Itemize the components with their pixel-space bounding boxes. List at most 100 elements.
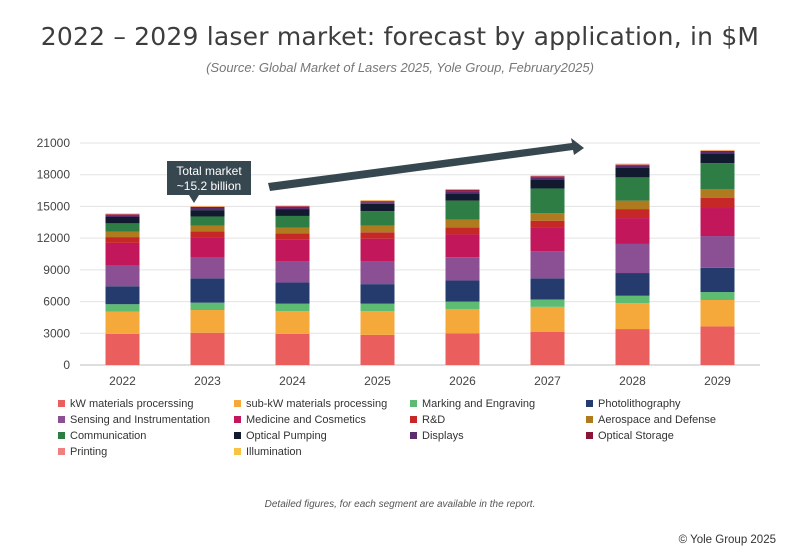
bar-segment xyxy=(445,234,480,258)
bar-segment xyxy=(615,167,650,178)
bar-segment xyxy=(360,311,395,335)
x-tick-label: 2028 xyxy=(619,374,646,388)
bar-segment xyxy=(105,311,140,334)
legend-item: Communication xyxy=(58,428,234,443)
legend-label: Illumination xyxy=(246,445,302,458)
bar-segment xyxy=(190,231,225,238)
bar-segment xyxy=(700,163,735,189)
bar-segment xyxy=(445,257,480,281)
bar-segment xyxy=(615,209,650,219)
y-tick-label: 0 xyxy=(63,358,70,372)
legend-label: sub-kW materials processing xyxy=(246,397,388,410)
bar-segment xyxy=(105,214,140,216)
legend-swatch xyxy=(58,416,65,423)
bar-segment xyxy=(445,219,480,228)
legend-swatch xyxy=(234,448,241,455)
bar-segment xyxy=(190,210,225,217)
x-tick-label: 2025 xyxy=(364,374,391,388)
bar-segment xyxy=(360,202,395,204)
bar-segment xyxy=(530,220,565,228)
bar-segment xyxy=(105,217,140,224)
bar-segment xyxy=(530,278,565,300)
bar-segment xyxy=(700,149,735,151)
legend-label: Optical Pumping xyxy=(246,429,327,442)
legend-label: R&D xyxy=(422,413,446,426)
y-tick-label: 12000 xyxy=(37,231,71,245)
legend-label: Photolithography xyxy=(598,397,681,410)
bar-segment xyxy=(615,177,650,201)
bar-segment xyxy=(700,208,735,237)
bar-segment xyxy=(275,205,310,207)
bar-segment xyxy=(105,304,140,312)
bar-segment xyxy=(615,243,650,274)
bar-segment xyxy=(530,188,565,214)
bar-segment xyxy=(190,206,225,209)
bar-segment xyxy=(105,213,140,214)
bar-segment xyxy=(360,284,395,304)
y-tick-label: 9000 xyxy=(43,263,70,277)
bar-segment xyxy=(615,165,650,168)
bar-segment xyxy=(360,200,395,202)
legend-item: sub-kW materials processing xyxy=(234,396,410,411)
legend-label: Displays xyxy=(422,429,464,442)
y-tick-label: 18000 xyxy=(37,168,71,182)
legend-swatch xyxy=(410,400,417,407)
bar-segment xyxy=(105,231,140,238)
bar-segment xyxy=(615,163,650,165)
bar-segment xyxy=(190,205,225,207)
bar-segment xyxy=(190,302,225,311)
x-tick-label: 2027 xyxy=(534,374,561,388)
bar-segment xyxy=(105,265,140,287)
legend-label: Medicine and Cosmetics xyxy=(246,413,366,426)
bar-segment xyxy=(360,203,395,212)
bar-segment xyxy=(445,190,480,192)
bar-segment xyxy=(700,153,735,164)
cagr-value: : ~5% xyxy=(416,141,449,159)
y-tick-label: 21000 xyxy=(37,136,71,150)
bar-segment xyxy=(190,237,225,258)
legend-swatch xyxy=(586,432,593,439)
cagr-arrow xyxy=(268,138,584,191)
bar-segment xyxy=(445,193,480,201)
legend-item: Sensing and Instrumentation xyxy=(58,412,234,427)
bar-segment xyxy=(275,207,310,210)
legend-item: Aerospace and Defense xyxy=(586,412,762,427)
bar-segment xyxy=(445,280,480,302)
bar-segment xyxy=(530,299,565,307)
bar-segment xyxy=(360,211,395,226)
legend-label: kW materials procerssing xyxy=(70,397,194,410)
bar-segment xyxy=(360,334,395,365)
bar-segment xyxy=(615,164,650,165)
bar-segment xyxy=(615,164,650,166)
bar-segment xyxy=(105,237,140,243)
legend-item: kW materials procerssing xyxy=(58,396,234,411)
legend-label: Optical Storage xyxy=(598,429,674,442)
bar-segment xyxy=(445,227,480,235)
x-tick-label: 2022 xyxy=(109,374,136,388)
bar-segment xyxy=(190,206,225,207)
bar-segment xyxy=(700,326,735,365)
bar-segment xyxy=(615,200,650,210)
bar-segment xyxy=(275,282,310,304)
bar-segment xyxy=(530,175,565,177)
y-tick-label: 15000 xyxy=(37,199,71,213)
bar-segment xyxy=(105,333,140,365)
legend-swatch xyxy=(58,448,65,455)
legend-swatch xyxy=(586,400,593,407)
legend-item: Illumination xyxy=(234,444,410,459)
legend-label: Communication xyxy=(70,429,147,442)
bar-segment xyxy=(190,332,225,365)
bar-segment xyxy=(445,301,480,309)
bar-segment xyxy=(445,191,480,194)
x-tick-label: 2023 xyxy=(194,374,221,388)
legend-swatch xyxy=(234,416,241,423)
legend-swatch xyxy=(234,400,241,407)
bar-segment xyxy=(530,175,565,176)
total-market-line1: Total market xyxy=(176,164,242,178)
bar-segment xyxy=(275,227,310,234)
bar-segment xyxy=(615,295,650,304)
bar-segment xyxy=(700,197,735,209)
bar-segment xyxy=(360,238,395,262)
bar-segment xyxy=(190,310,225,333)
legend-item: Medicine and Cosmetics xyxy=(234,412,410,427)
